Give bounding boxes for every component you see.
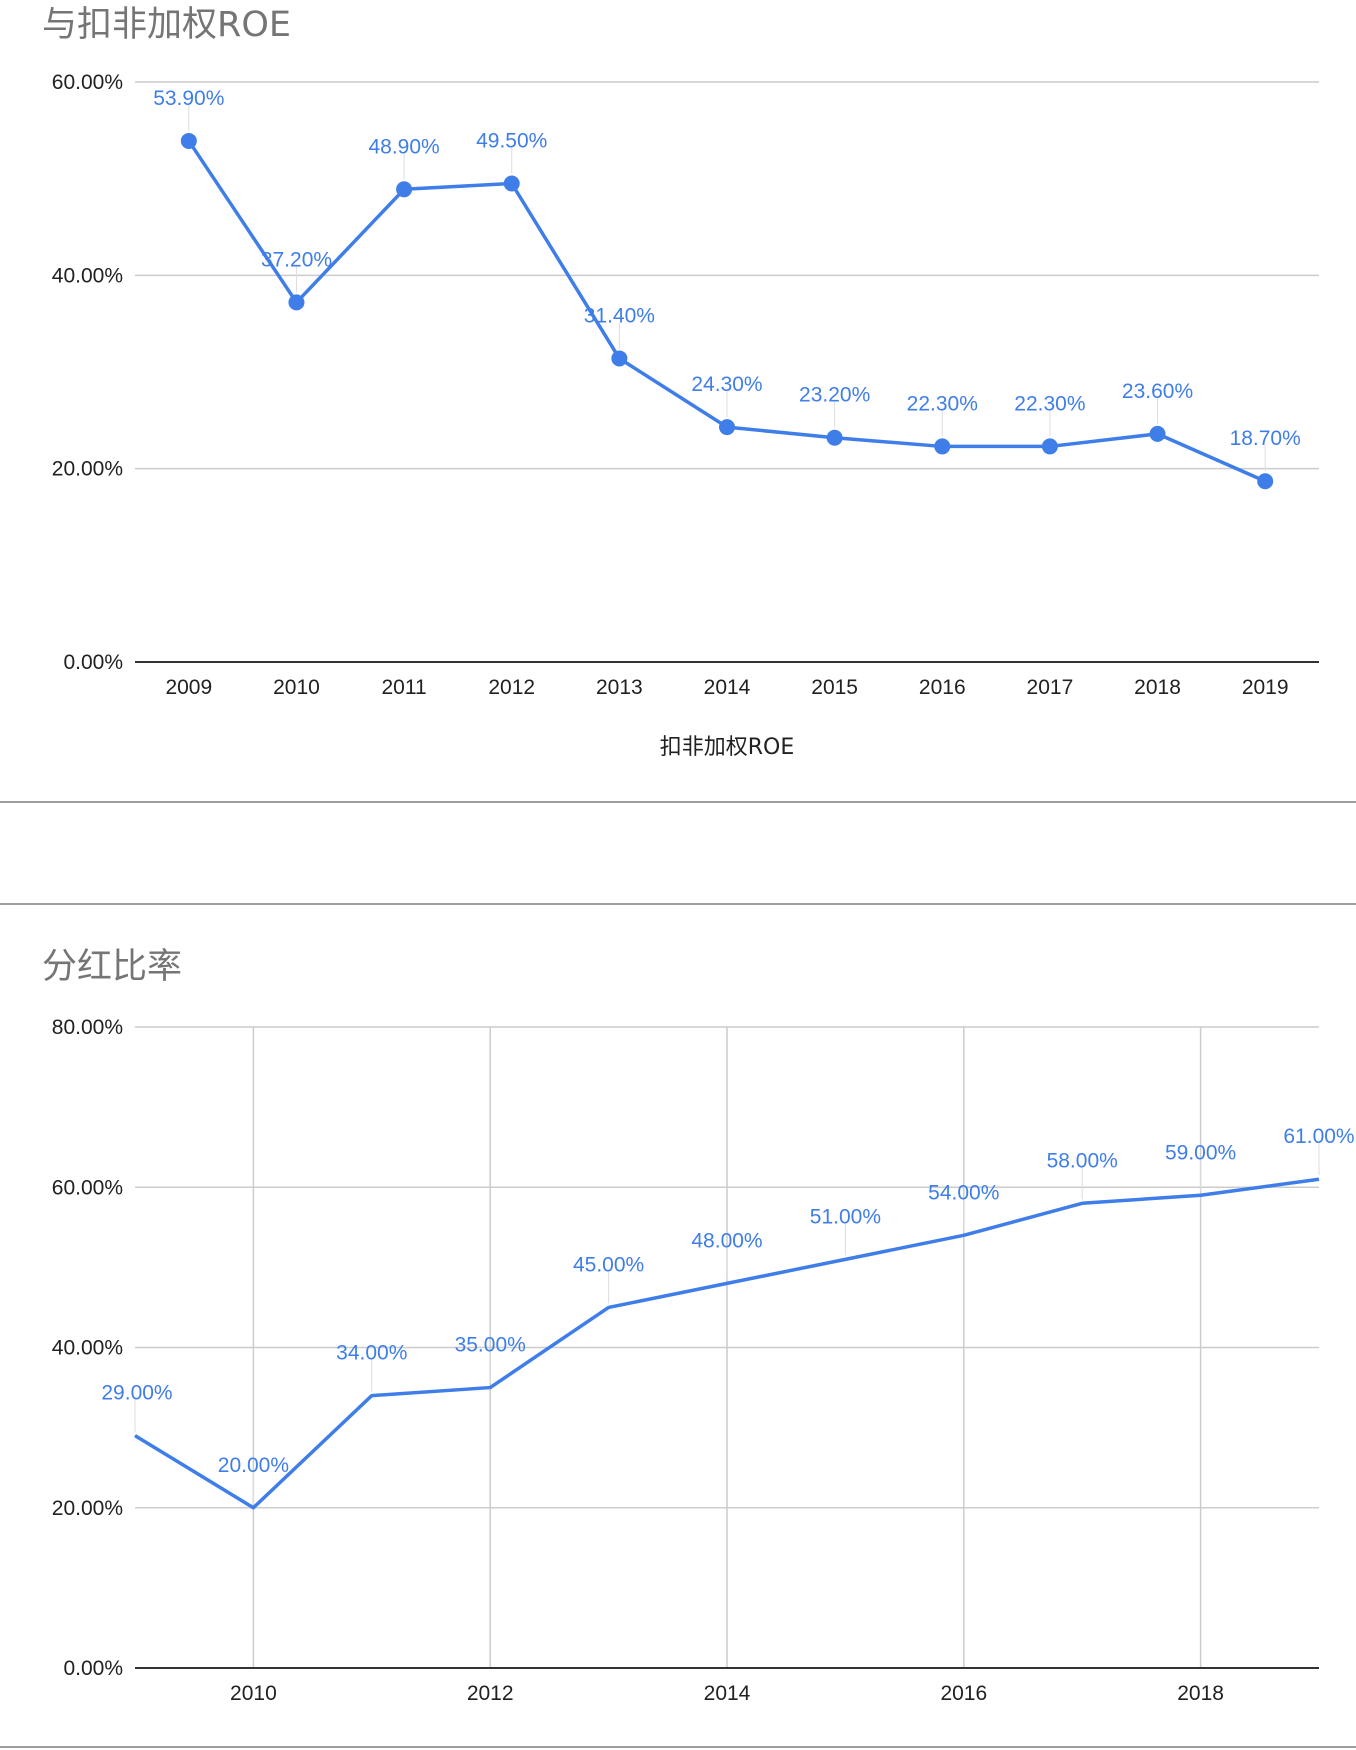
y-tick-label: 20.00%	[52, 458, 123, 481]
chart-title-roe: 与扣非加权ROE	[42, 5, 291, 45]
x-tick-label: 2016	[919, 676, 966, 699]
data-point	[1257, 473, 1274, 490]
data-label: 35.00%	[455, 1334, 526, 1357]
data-point	[1041, 438, 1058, 455]
data-label: 34.00%	[336, 1342, 407, 1365]
y-tick-label: 40.00%	[52, 264, 123, 287]
data-label: 59.00%	[1165, 1141, 1236, 1164]
x-tick-label: 2011	[382, 676, 427, 699]
x-tick-label: 2018	[1134, 676, 1181, 699]
data-label: 54.00%	[928, 1181, 999, 1204]
data-label: 37.20%	[261, 248, 332, 271]
data-label: 58.00%	[1047, 1149, 1118, 1172]
series-line	[134, 1177, 1320, 1510]
data-label: 23.60%	[1122, 380, 1193, 403]
x-tick-label: 2017	[1027, 676, 1074, 699]
data-label: 22.30%	[1014, 392, 1085, 415]
data-point	[934, 438, 951, 455]
data-label: 31.40%	[584, 304, 655, 327]
x-tick-label: 2010	[273, 676, 320, 699]
x-tick-label: 2012	[488, 676, 535, 699]
chart-divider	[0, 903, 1356, 905]
data-label: 51.00%	[810, 1205, 881, 1228]
data-point	[826, 429, 843, 446]
data-label: 24.30%	[691, 373, 762, 396]
data-label: 48.00%	[691, 1229, 762, 1252]
data-label: 18.70%	[1230, 427, 1301, 450]
x-tick-label: 2010	[230, 1682, 277, 1705]
data-label: 61.00%	[1283, 1125, 1354, 1148]
x-axis-title: 扣非加权ROE	[660, 735, 795, 760]
data-point	[503, 175, 520, 192]
x-tick-label: 2009	[165, 676, 212, 699]
data-label: 29.00%	[101, 1382, 172, 1405]
data-label: 23.20%	[799, 384, 870, 407]
y-tick-label: 60.00%	[52, 1176, 123, 1199]
data-label: 49.50%	[476, 130, 547, 153]
data-point	[288, 294, 305, 311]
x-tick-label: 2018	[1177, 1682, 1224, 1705]
chart-divider	[0, 1746, 1356, 1748]
x-tick-label: 2013	[596, 676, 643, 699]
y-tick-label: 0.00%	[63, 651, 123, 674]
y-tick-label: 80.00%	[52, 1016, 123, 1039]
data-point	[611, 350, 628, 367]
x-tick-label: 2019	[1242, 676, 1289, 699]
data-point	[180, 132, 197, 149]
x-tick-label: 2014	[704, 1682, 751, 1705]
y-tick-label: 20.00%	[52, 1497, 123, 1520]
data-label: 20.00%	[218, 1454, 289, 1477]
x-tick-label: 2014	[704, 676, 751, 699]
chart-title-payout: 分红比率	[42, 947, 183, 987]
data-label: 45.00%	[573, 1253, 644, 1276]
data-point	[719, 419, 735, 436]
data-point	[1149, 425, 1166, 442]
chart-divider	[0, 801, 1356, 803]
data-label: 53.90%	[153, 87, 224, 110]
y-tick-label: 40.00%	[52, 1337, 123, 1360]
y-tick-label: 60.00%	[52, 71, 123, 94]
x-tick-label: 2012	[467, 1682, 514, 1705]
data-label: 22.30%	[907, 392, 978, 415]
x-tick-label: 2016	[940, 1682, 987, 1705]
data-point	[396, 181, 413, 198]
data-label: 48.90%	[368, 135, 439, 158]
y-tick-label: 0.00%	[63, 1657, 123, 1680]
roe-line-chart: 0.00% 20.00% 40.00% 60.00% 2009 2010 2011 2012 2…	[52, 71, 1319, 760]
x-tick-label: 2015	[811, 676, 858, 699]
